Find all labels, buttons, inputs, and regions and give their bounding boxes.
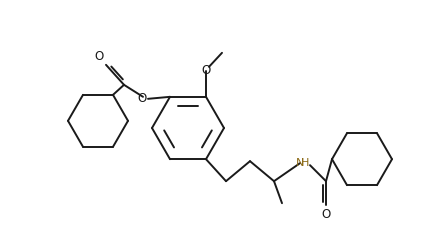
Text: O: O: [321, 208, 331, 221]
Text: H: H: [301, 158, 309, 168]
Text: O: O: [138, 92, 147, 105]
Text: N: N: [296, 158, 304, 168]
Text: O: O: [95, 50, 104, 63]
Text: O: O: [201, 64, 210, 77]
